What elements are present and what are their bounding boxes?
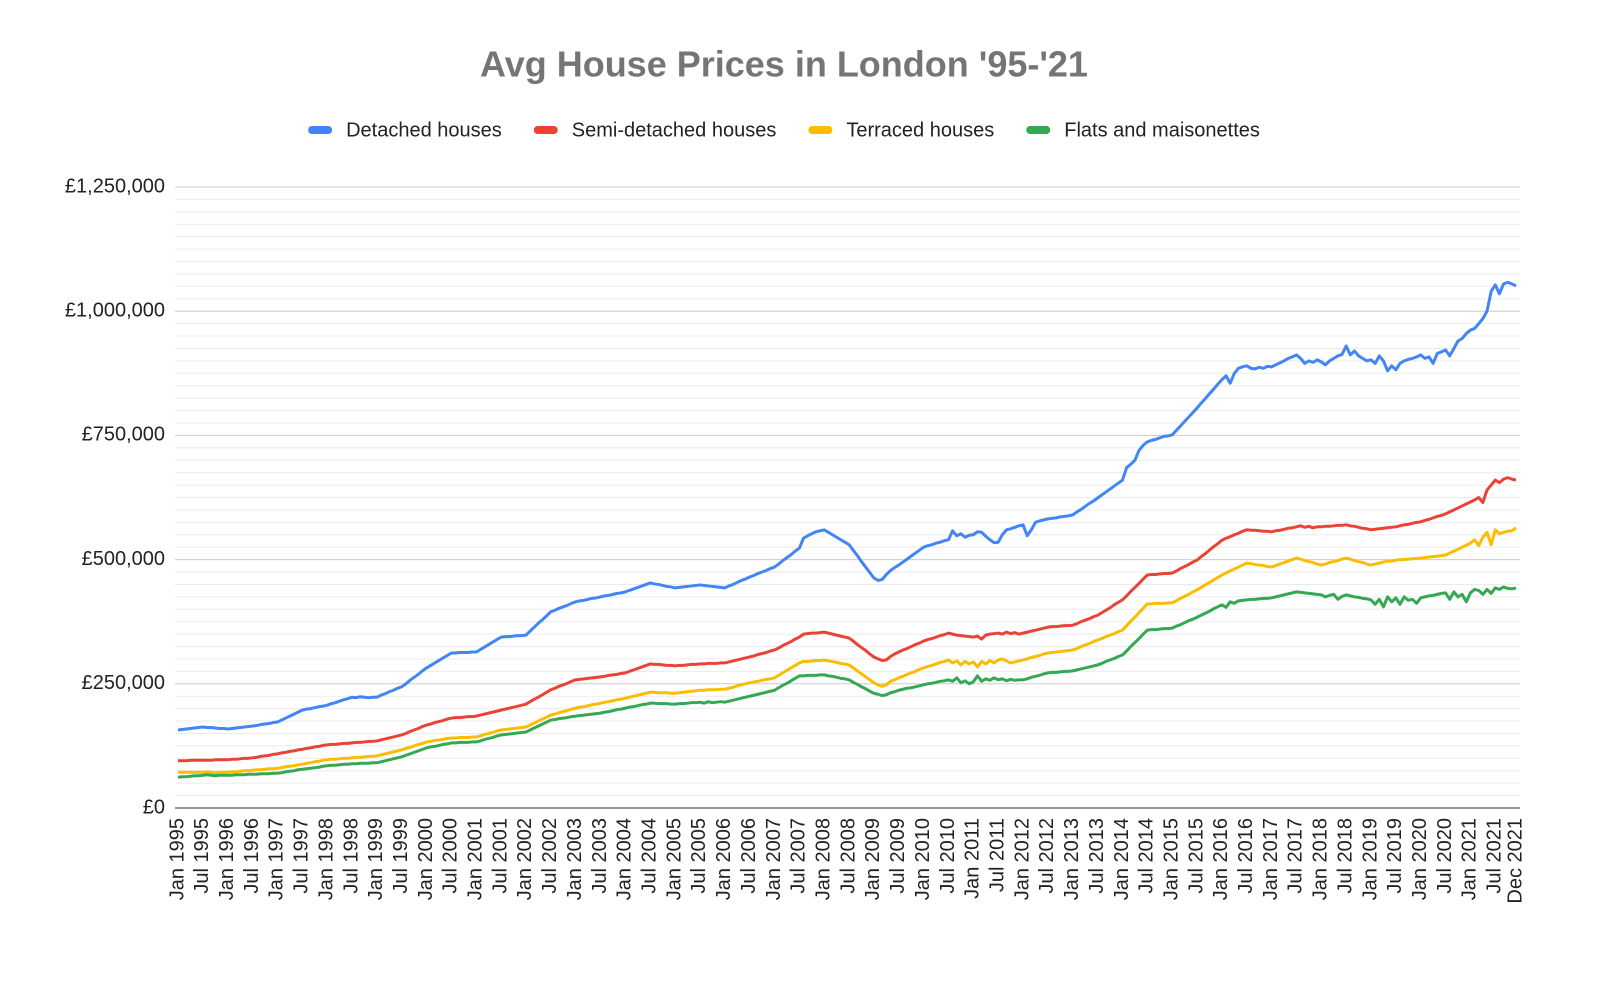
x-tick-label: Jul 2003	[589, 818, 611, 894]
x-tick-label: Jul 2002	[539, 818, 561, 894]
x-tick-label: Jul 2013	[1086, 818, 1108, 894]
x-tick-label: Jan 2019	[1359, 818, 1381, 900]
x-tick-label: Jan 1996	[216, 818, 238, 900]
x-tick-label: Jan 1995	[166, 818, 188, 900]
x-tick-label: Jul 2004	[639, 818, 661, 894]
x-tick-label: Jan 2018	[1310, 818, 1332, 900]
x-tick-label: Jan 1998	[315, 818, 337, 900]
x-tick-label: Jan 2020	[1409, 818, 1431, 900]
x-tick-label: Jan 2003	[564, 818, 586, 900]
legend-label: Detached houses	[346, 119, 502, 141]
x-tick-label: Jan 2006	[713, 818, 735, 900]
x-tick-label: Jul 2012	[1036, 818, 1058, 894]
x-tick-label: Jan 2011	[962, 818, 984, 899]
x-tick-label: Jul 1999	[390, 818, 412, 894]
y-tick-label: £1,000,000	[65, 299, 165, 321]
x-tick-label: Jan 2010	[912, 818, 934, 900]
legend-label: Flats and maisonettes	[1064, 119, 1260, 141]
series-line	[178, 476, 1517, 763]
x-tick-label: Jan 1997	[266, 818, 288, 900]
legend-swatch	[1026, 126, 1051, 134]
x-tick-label: Jan 2005	[663, 818, 685, 900]
x-tick-label: Jul 1998	[340, 818, 362, 894]
legend-swatch	[808, 126, 833, 134]
x-tick-label: Jan 2001	[465, 818, 487, 900]
y-tick-label: £500,000	[82, 548, 165, 570]
x-tick-label: Jul 2000	[440, 818, 462, 894]
x-tick-label: Jul 1995	[191, 818, 213, 894]
x-tick-label: Jul 1997	[291, 818, 313, 894]
x-tick-label: Jan 2002	[514, 818, 536, 900]
legend: Detached houses Semi-detached houses Terra…	[308, 119, 1260, 141]
x-tick-label: Jul 2006	[738, 818, 760, 894]
x-tick-label: Jan 2021	[1459, 818, 1481, 900]
x-tick-label: Jan 2009	[862, 818, 884, 900]
x-tick-label: Jul 2018	[1334, 818, 1356, 894]
series-line	[178, 526, 1517, 775]
x-tick-label: Jul 2011	[986, 818, 1008, 892]
x-tick-label: Jan 2004	[614, 818, 636, 900]
x-tick-label: Jan 2013	[1061, 818, 1083, 900]
legend-swatch	[308, 126, 333, 134]
x-tick-label: Jul 1996	[241, 818, 263, 894]
x-tick-label: Jul 2007	[788, 818, 810, 894]
chart-title: Avg House Prices in London '95-'21	[480, 44, 1088, 85]
x-tick-label: Jul 2015	[1185, 818, 1207, 894]
legend-label: Terraced houses	[846, 119, 994, 141]
x-tick-label: Jul 2021	[1484, 818, 1506, 894]
x-tick-label: Dec 2021	[1504, 818, 1526, 904]
x-tick-label: Jul 2020	[1434, 818, 1456, 894]
x-tick-label: Jan 1999	[365, 818, 387, 900]
x-tick-label: Jan 2014	[1111, 818, 1133, 900]
legend-label: Semi-detached houses	[572, 119, 777, 141]
series-line	[177, 280, 1517, 732]
x-tick-label: Jul 2019	[1384, 818, 1406, 894]
x-tick-label: Jul 2005	[688, 818, 710, 894]
y-tick-label: £250,000	[82, 672, 165, 694]
y-tick-label: £750,000	[82, 424, 165, 446]
x-tick-label: Jul 2001	[489, 818, 511, 894]
y-tick-label: £1,250,000	[65, 175, 165, 197]
series-line	[177, 585, 1517, 779]
x-tick-label: Jul 2016	[1235, 818, 1257, 894]
x-tick-label: Jul 2008	[837, 818, 859, 894]
x-tick-label: Jan 2012	[1011, 818, 1033, 900]
x-tick-label: Jan 2007	[763, 818, 785, 900]
legend-swatch	[533, 126, 558, 134]
x-tick-label: Jan 2015	[1160, 818, 1182, 900]
x-tick-label: Jul 2009	[887, 818, 909, 894]
x-tick-label: Jan 2016	[1210, 818, 1232, 900]
x-tick-label: Jul 2017	[1285, 818, 1307, 894]
x-tick-label: Jan 2008	[812, 818, 834, 900]
x-tick-label: Jan 2000	[415, 818, 437, 900]
x-tick-label: Jul 2010	[937, 818, 959, 894]
y-tick-label: £0	[143, 796, 165, 818]
x-tick-label: Jan 2017	[1260, 818, 1282, 900]
x-tick-label: Jul 2014	[1136, 818, 1158, 894]
